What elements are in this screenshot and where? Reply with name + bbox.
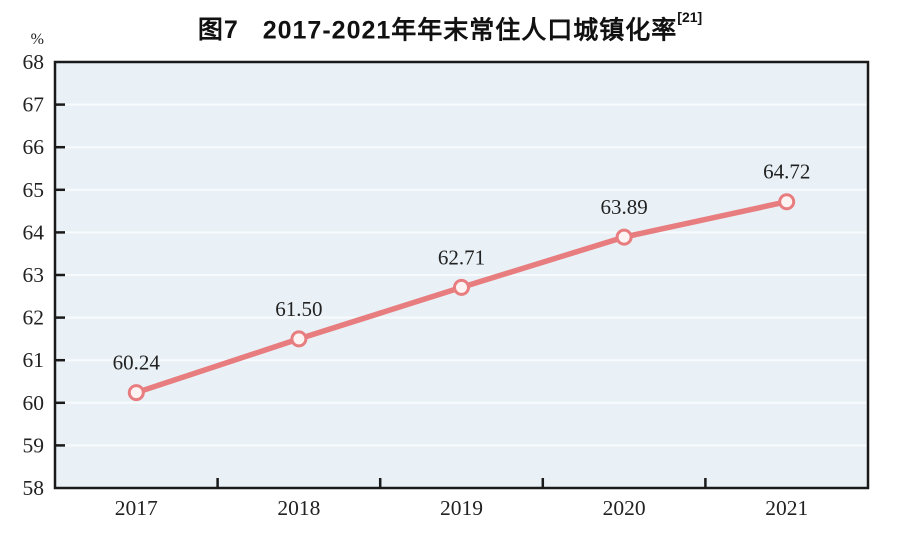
data-point-marker [453,278,470,296]
y-axis-tick-label: 64 [23,220,45,244]
data-point-label: 63.89 [600,195,647,219]
chart-title: 图7 2017-2021年年末常住人口城镇化率[21] [0,8,900,46]
x-axis-tick-label: 2021 [765,496,808,520]
y-axis-tick-label: 60 [23,391,45,415]
title-text: 2017-2021年年末常住人口城镇化率 [262,16,678,45]
x-axis-tick-label: 2018 [277,496,320,520]
y-axis-tick-label: 62 [23,306,45,330]
y-axis-tick-label: 58 [23,476,45,500]
y-axis-tick-label: 65 [23,178,45,202]
y-axis-tick-label: 67 [23,93,45,117]
y-axis-tick-label: 66 [23,135,45,159]
data-point-marker [615,228,633,246]
y-axis-tick-label: 59 [23,433,45,457]
data-point-marker [778,193,796,211]
data-point-label: 64.72 [763,160,810,184]
data-point-label: 62.71 [438,245,485,269]
y-axis-tick-label: 68 [23,50,45,74]
data-point-label: 61.50 [275,297,322,321]
title-footnote-ref: [21] [677,9,703,25]
axis-unit-label: % [31,31,44,48]
y-axis-tick-label: 63 [23,263,45,287]
x-axis-tick-label: 2019 [440,496,483,520]
figure-number: 图7 [197,16,239,45]
x-axis-tick-label: 2017 [115,496,158,520]
data-point-marker [127,384,145,402]
data-point-marker [290,330,308,348]
x-axis-tick-label: 2020 [603,496,646,520]
y-axis-tick-label: 61 [23,348,45,372]
data-point-label: 60.24 [113,351,161,375]
